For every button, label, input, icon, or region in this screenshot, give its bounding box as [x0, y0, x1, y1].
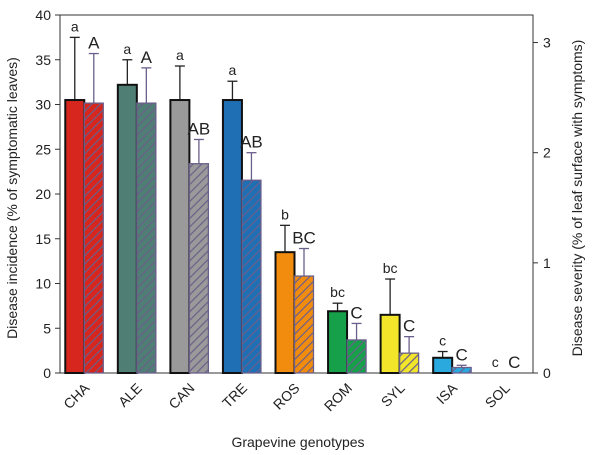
- incidence-bar: [379, 313, 401, 375]
- severity-letter: A: [141, 48, 153, 67]
- severity-bar: [241, 179, 262, 374]
- left-tick-label: 15: [35, 231, 51, 247]
- severity-letter: A: [88, 34, 100, 53]
- severity-letter: AB: [188, 119, 211, 138]
- severity-letter: AB: [240, 133, 263, 152]
- left-tick-label: 30: [35, 97, 51, 113]
- severity-letter: C: [350, 303, 362, 322]
- left-tick-label: 35: [35, 52, 51, 68]
- right-y-axis: 0 1 2 3: [533, 35, 551, 381]
- left-axis-title: Disease incidence (% of symptomatic leav…: [4, 57, 20, 339]
- incidence-bar: [169, 99, 191, 375]
- incidence-letter: b: [281, 206, 289, 222]
- category-label: TRE: [219, 380, 250, 411]
- left-tick-label: 5: [43, 320, 51, 336]
- incidence-letter: a: [229, 62, 237, 78]
- severity-letter: C: [403, 317, 415, 336]
- incidence-bar: [327, 310, 349, 374]
- left-tick-label: 20: [35, 186, 51, 202]
- right-tick-label: 2: [543, 145, 551, 161]
- incidence-letter: bc: [383, 260, 398, 276]
- left-tick-label: 10: [35, 276, 51, 292]
- category-label: ALE: [115, 380, 145, 410]
- category-label: SYL: [378, 380, 408, 410]
- category-label: ISA: [433, 379, 461, 407]
- category-label: SOL: [482, 380, 513, 411]
- severity-bar: [83, 102, 104, 374]
- left-y-axis: 0 5 10 15 20 25 30 35 40: [35, 7, 60, 381]
- incidence-letter: bc: [330, 284, 345, 300]
- severity-bar: [293, 275, 315, 374]
- severity-letter: BC: [292, 229, 316, 248]
- x-axis-title: Grapevine genotypes: [231, 434, 364, 450]
- left-tick-label: 0: [43, 365, 51, 381]
- category-label: CAN: [165, 380, 197, 412]
- right-tick-label: 1: [543, 255, 551, 271]
- severity-letter: C: [456, 345, 468, 364]
- incidence-bar: [64, 99, 86, 375]
- incidence-bar: [221, 99, 243, 375]
- incidence-bar: [274, 251, 296, 374]
- severity-bar: [188, 163, 210, 374]
- category-label: CHA: [60, 379, 93, 412]
- right-tick-label: 3: [543, 35, 551, 51]
- right-tick-label: 0: [543, 365, 551, 381]
- incidence-letter: a: [71, 18, 79, 34]
- right-axis-title: Disease severity (% of leaf surface with…: [569, 40, 585, 357]
- severity-bar: [346, 339, 367, 374]
- category-label: ROS: [270, 380, 303, 413]
- incidence-bar: [116, 83, 138, 374]
- incidence-letter: a: [176, 47, 184, 63]
- left-tick-label: 40: [35, 7, 51, 23]
- severity-bar: [451, 366, 472, 374]
- severity-bar: [136, 102, 157, 374]
- left-tick-label: 25: [35, 141, 51, 157]
- incidence-bar: [432, 356, 454, 375]
- severity-letter: C: [508, 353, 520, 372]
- x-axis: CHA ALE CAN TRE ROS ROM SYL ISA SOL: [60, 379, 513, 414]
- incidence-letter: c: [492, 354, 499, 370]
- incidence-letter: a: [123, 41, 131, 57]
- category-label: ROM: [321, 380, 355, 414]
- incidence-letter: c: [439, 333, 446, 349]
- severity-bar: [398, 352, 420, 374]
